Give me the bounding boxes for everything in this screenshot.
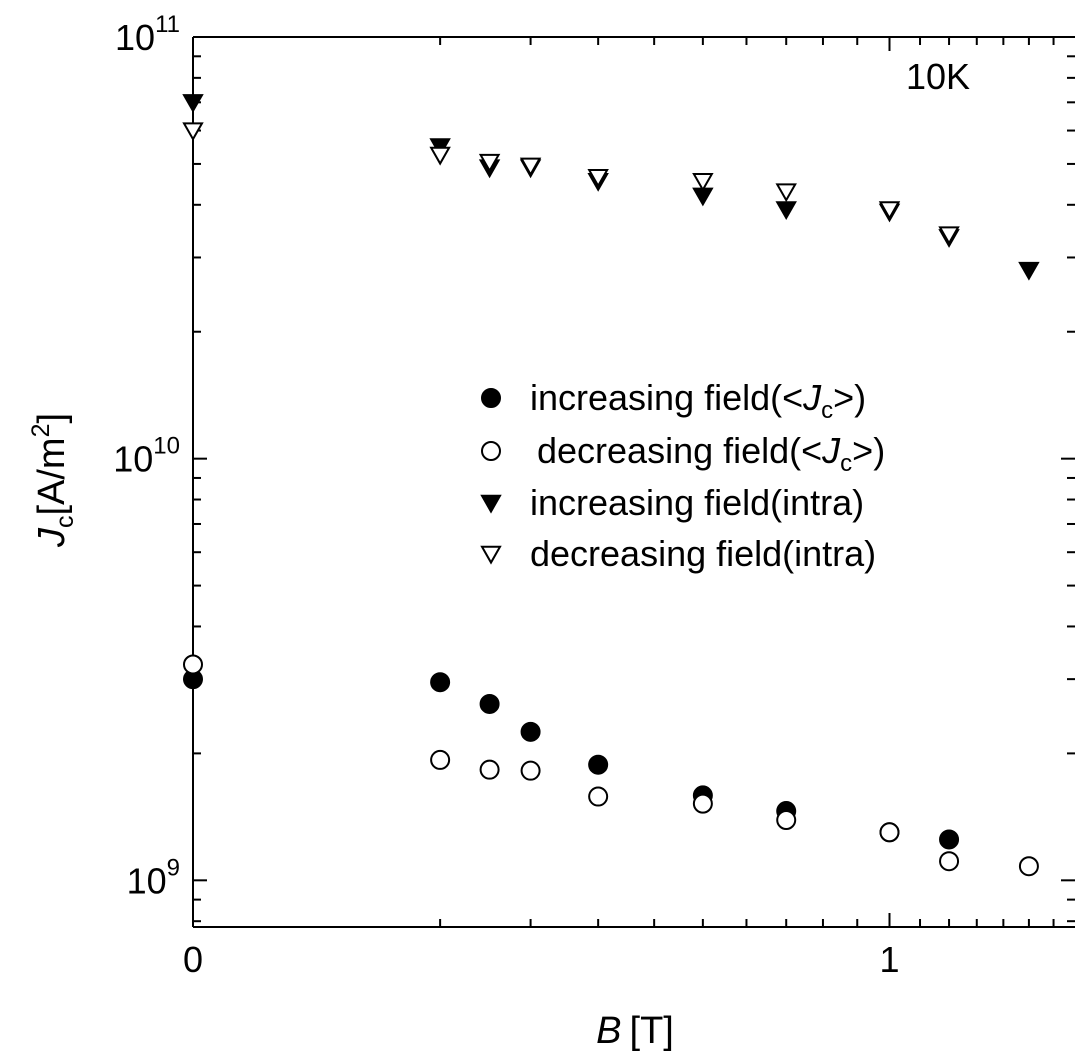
y-axis-close: ] [31, 413, 73, 424]
data-point [182, 94, 204, 113]
y-axis-subscript: c [51, 516, 79, 529]
data-point [1018, 261, 1040, 281]
data-point [939, 851, 960, 872]
y-tick-label: 109 [127, 854, 180, 901]
x-axis-title: B [T] [596, 1010, 674, 1052]
data-point [692, 173, 714, 192]
legend-item-3: increasing field(intra) [480, 482, 864, 523]
data-point [182, 122, 204, 142]
legend-marker [481, 388, 501, 408]
x-axis-unit: [T] [630, 1010, 674, 1052]
data-point [429, 146, 451, 166]
data-point [430, 749, 451, 770]
data-point [587, 169, 609, 188]
data-point [692, 793, 713, 814]
data-point [588, 754, 609, 775]
data-point [878, 201, 901, 220]
data-point [775, 183, 797, 203]
data-point [775, 201, 797, 220]
legend-marker [480, 545, 502, 565]
y-tick-label: 1011 [115, 11, 180, 58]
temperature-annotation: 10K [906, 56, 970, 97]
series-4 [182, 122, 960, 246]
data-point [879, 822, 900, 843]
y-axis-symbol: J [31, 527, 73, 548]
y-axis-superscript: 2 [27, 424, 55, 438]
plot-frame [192, 36, 1075, 928]
data-point [520, 760, 541, 781]
data-point [938, 226, 960, 246]
data-points [182, 94, 1040, 877]
x-tick-label: 0 [183, 939, 203, 980]
legend-item-1: increasing field(<Jc>) [481, 377, 866, 424]
data-point [430, 672, 451, 693]
series-2 [183, 654, 1039, 877]
legend-item-4: decreasing field(intra) [480, 533, 876, 574]
data-point [519, 157, 542, 177]
y-tick-label: 1010 [113, 433, 180, 480]
legend-label: decreasing field(intra) [530, 533, 876, 574]
data-point [939, 829, 960, 850]
tick-labels: 0 1 109 1010 1011 [113, 11, 899, 980]
data-point [588, 786, 609, 807]
legend-label: increasing field(intra) [530, 482, 864, 523]
data-point [183, 654, 203, 675]
legend-marker [480, 494, 502, 514]
legend-label: increasing field(<Jc>) [530, 377, 866, 424]
data-point [479, 693, 500, 714]
series-3 [182, 94, 1040, 281]
x-tick-label: 1 [879, 939, 899, 980]
y-axis-unit: [A/m [31, 437, 73, 515]
x-axis-symbol: B [596, 1010, 621, 1052]
legend: increasing field(<Jc>) decreasing field(<… [480, 377, 885, 574]
legend-item-2: decreasing field(<Jc>) [481, 430, 885, 477]
data-point [1018, 856, 1039, 877]
data-point [478, 153, 501, 173]
y-axis-title: Jc[A/m2] [27, 413, 79, 548]
data-point [520, 721, 541, 742]
legend-label: decreasing field(<Jc>) [537, 430, 885, 477]
series-1 [183, 669, 960, 850]
data-point [479, 759, 500, 780]
legend-marker [481, 441, 501, 461]
data-point [776, 810, 797, 831]
